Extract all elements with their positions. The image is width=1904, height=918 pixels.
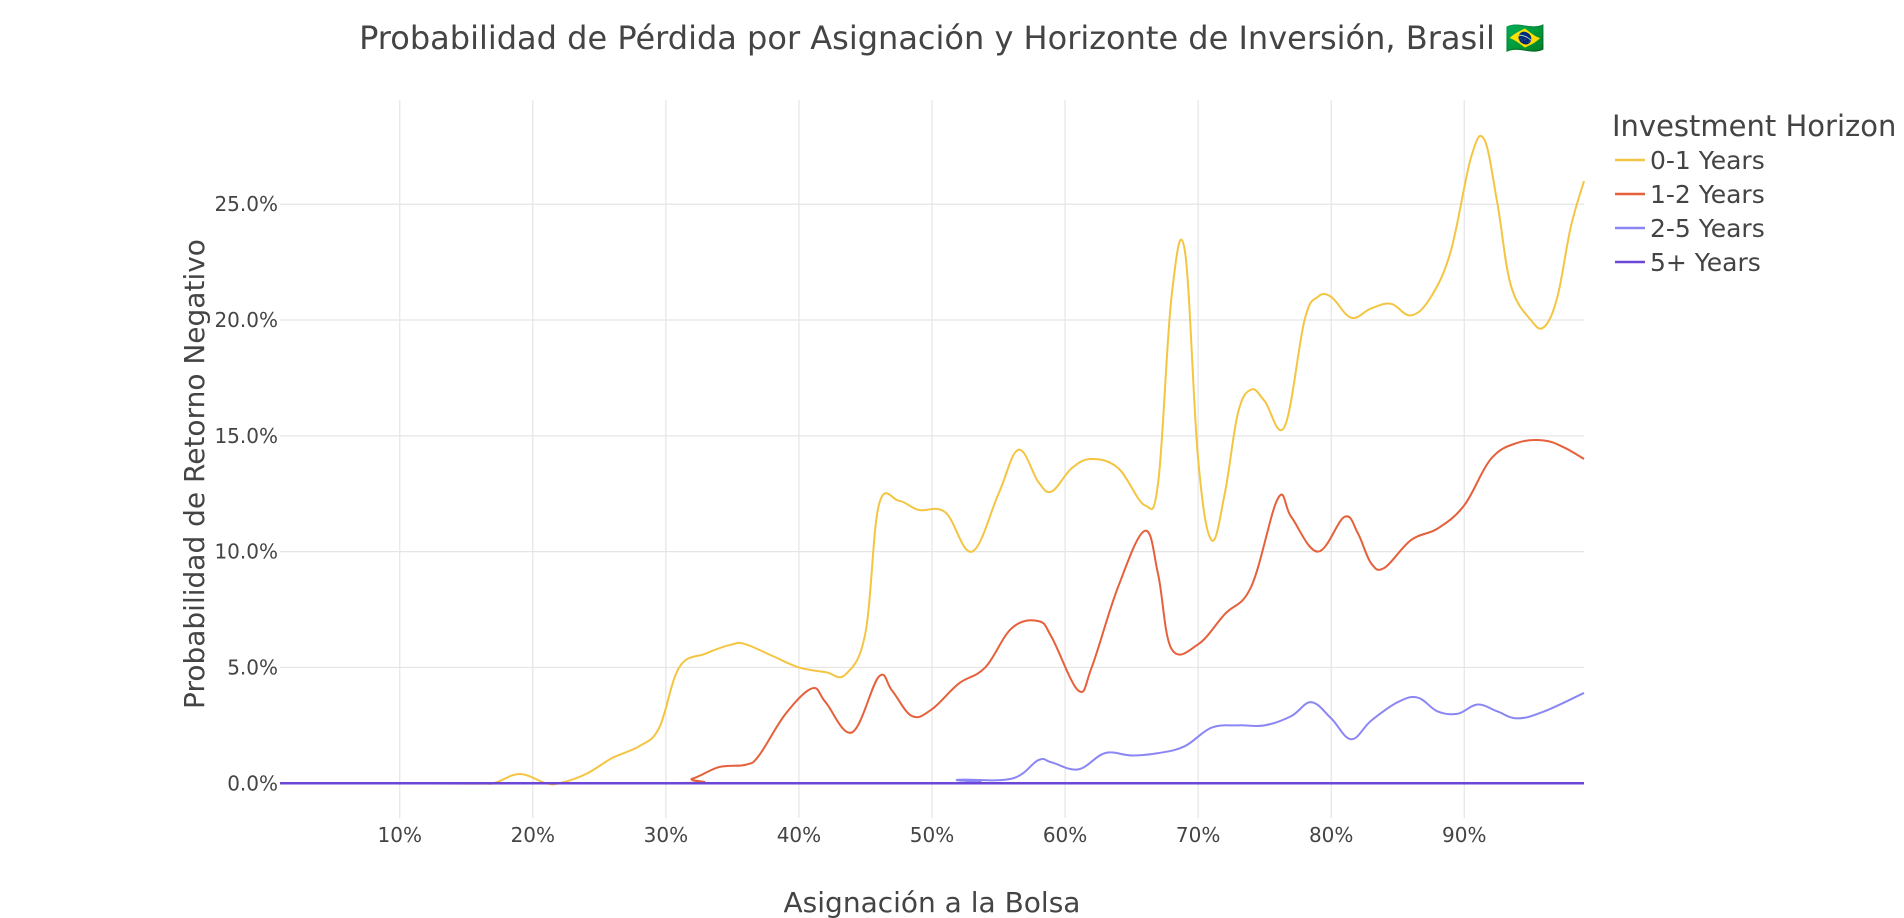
x-tick-label: 20%	[511, 823, 555, 847]
y-tick-label: 5.0%	[227, 655, 278, 679]
x-gridlines	[399, 100, 1465, 818]
x-axis-ticks: 10% 20% 30% 40% 50% 60% 70% 80% 90%	[378, 823, 1487, 847]
y-axis-ticks: 0.0% 5.0% 10.0% 15.0% 20.0% 25.0%	[214, 192, 278, 795]
legend-item-0-1-years[interactable]: 0-1 Years	[1615, 146, 1765, 175]
chart-title: Probabilidad de Pérdida por Asignación y…	[359, 19, 1545, 57]
x-tick-label: 50%	[910, 823, 954, 847]
x-tick-label: 80%	[1309, 823, 1353, 847]
x-tick-label: 90%	[1442, 823, 1486, 847]
y-tick-label: 10.0%	[214, 540, 278, 564]
legend-label: 1-2 Years	[1650, 180, 1765, 209]
legend-label: 5+ Years	[1650, 248, 1761, 277]
legend-label: 0-1 Years	[1650, 146, 1765, 175]
x-tick-label: 70%	[1176, 823, 1220, 847]
y-tick-label: 20.0%	[214, 308, 278, 332]
legend[interactable]: Investment Horizon 0-1 Years 1-2 Years 2-5…	[1612, 109, 1896, 277]
legend-label: 2-5 Years	[1650, 214, 1765, 243]
y-gridlines	[280, 203, 1584, 669]
x-tick-label: 40%	[777, 823, 821, 847]
legend-item-2-5-years[interactable]: 2-5 Years	[1615, 214, 1765, 243]
legend-item-5-years[interactable]: 5+ Years	[1615, 248, 1761, 277]
y-tick-label: 15.0%	[214, 424, 278, 448]
x-tick-label: 60%	[1043, 823, 1087, 847]
y-tick-label: 25.0%	[214, 192, 278, 216]
series-line-1-2-years	[279, 438, 1585, 785]
x-axis-title: Asignación a la Bolsa	[784, 886, 1081, 918]
y-tick-label: 0.0%	[227, 771, 278, 795]
x-tick-label: 10%	[378, 823, 422, 847]
legend-item-1-2-years[interactable]: 1-2 Years	[1615, 180, 1765, 209]
y-axis-title: Probabilidad de Retorno Negativo	[178, 239, 211, 709]
series-line-2-5-years	[279, 692, 1585, 785]
series-lines	[279, 134, 1585, 786]
x-tick-label: 30%	[644, 823, 688, 847]
series-line-0-1-years	[279, 134, 1585, 786]
legend-title: Investment Horizon	[1612, 109, 1896, 143]
